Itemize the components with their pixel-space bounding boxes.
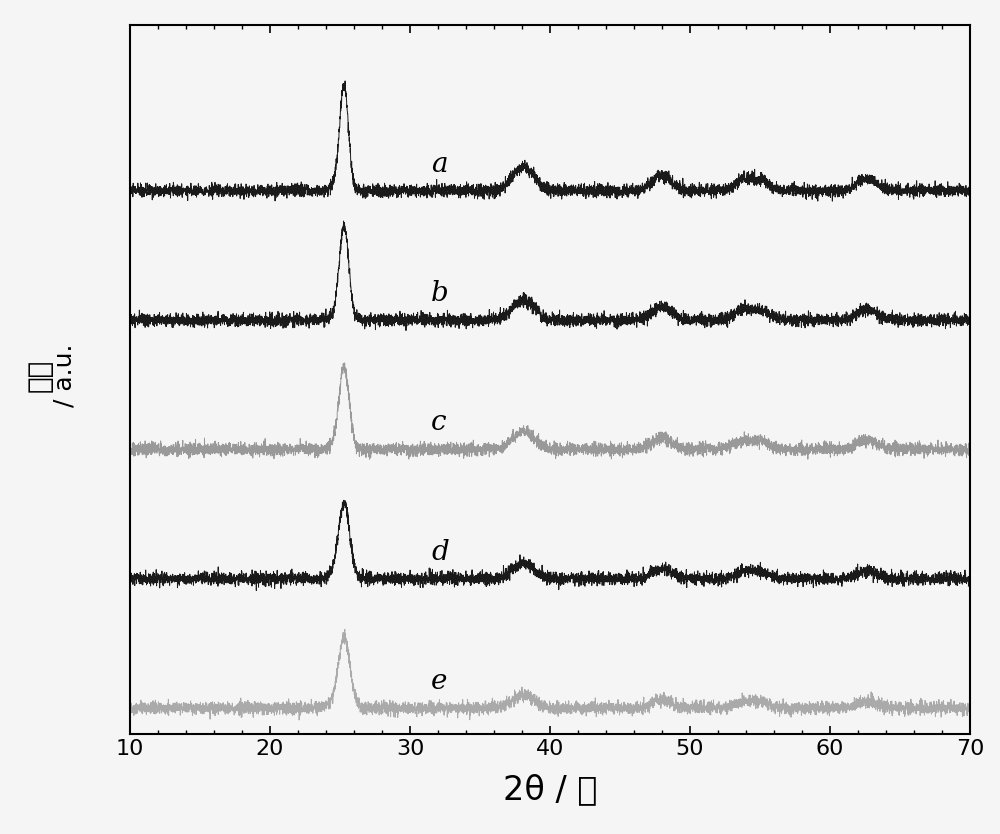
X-axis label: 2θ / 度: 2θ / 度 (503, 772, 597, 806)
Text: d: d (431, 539, 449, 565)
Text: / a.u.: / a.u. (53, 344, 77, 407)
Text: a: a (431, 151, 448, 178)
Text: b: b (431, 280, 449, 307)
Text: 强度: 强度 (26, 359, 54, 392)
Text: c: c (431, 409, 446, 436)
Text: e: e (431, 668, 447, 695)
